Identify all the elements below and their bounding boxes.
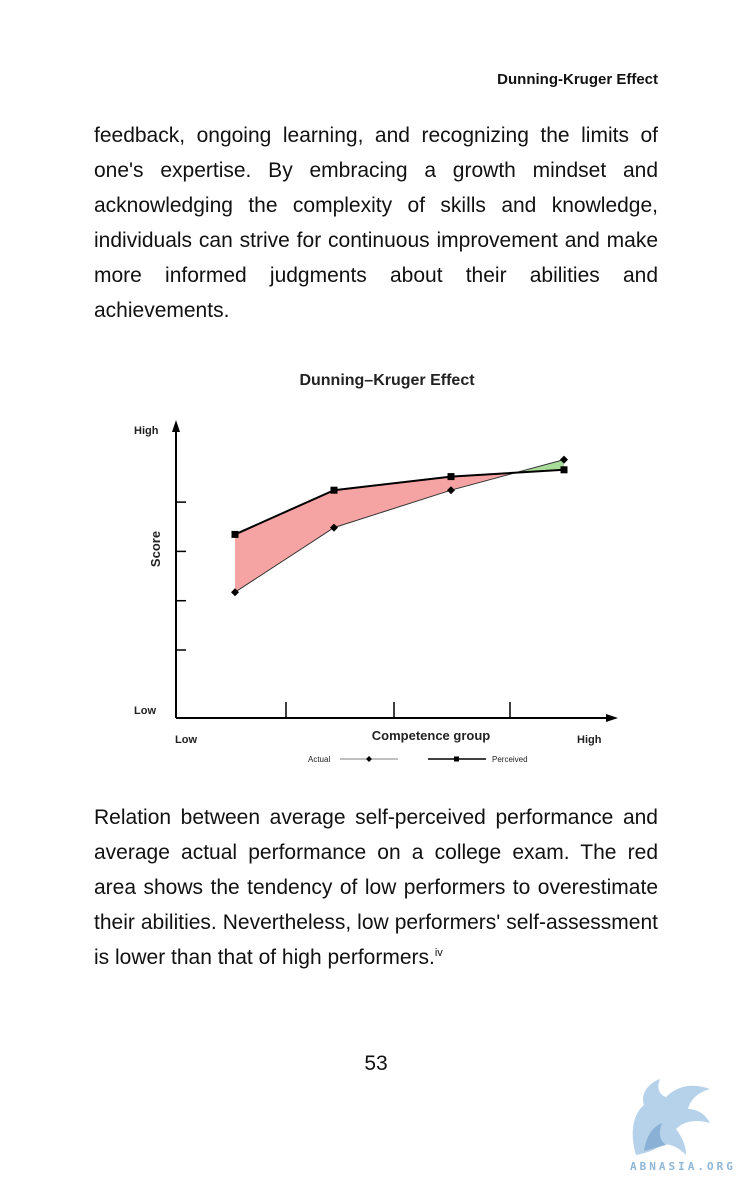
overestimate-area xyxy=(334,476,451,528)
running-head: Dunning-Kruger Effect xyxy=(497,71,658,88)
x-tick-label-low: Low xyxy=(175,734,197,746)
data-point-actual xyxy=(231,588,239,597)
legend-marker-actual xyxy=(366,756,372,762)
data-point-perceived xyxy=(560,466,568,474)
caption-text: Relation between average self-perceived … xyxy=(94,806,658,969)
series-line-perceived xyxy=(234,468,565,536)
legend-marker-perceived xyxy=(454,756,459,762)
x-axis-arrow-icon xyxy=(606,714,618,722)
data-point-actual xyxy=(560,455,568,464)
y-axis-label: Score xyxy=(148,531,163,567)
y-axis-arrow-icon xyxy=(172,420,180,432)
chart-title: Dunning–Kruger Effect xyxy=(299,372,475,389)
overestimate-area xyxy=(235,490,334,593)
body-paragraph: feedback, ongoing learning, and recogniz… xyxy=(94,124,658,322)
legend-label-perceived: Perceived xyxy=(492,755,528,764)
overestimate-area xyxy=(451,472,516,491)
series-line-actual xyxy=(234,459,565,593)
data-point-perceived xyxy=(447,473,455,481)
data-point-actual xyxy=(330,523,338,532)
y-tick-label-low: Low xyxy=(134,705,156,717)
x-axis-label: Competence group xyxy=(372,728,491,743)
dunning-kruger-chart: Dunning–Kruger Effect High Low Score Low Hig… xyxy=(134,372,618,764)
y-tick-label-high: High xyxy=(134,425,159,437)
watermark-text: ABNASIA.ORG xyxy=(630,1160,736,1173)
data-point-actual xyxy=(447,486,455,495)
data-point-perceived xyxy=(330,486,338,494)
figure-caption: Relation between average self-perceived … xyxy=(94,800,658,975)
x-tick-label-high: High xyxy=(577,734,602,746)
legend-label-actual: Actual xyxy=(308,755,330,764)
abnasia-logo-icon xyxy=(632,1079,710,1155)
page-number: 53 xyxy=(364,1052,388,1075)
footnote-marker[interactable]: iv xyxy=(434,947,443,959)
data-point-perceived xyxy=(231,530,239,538)
